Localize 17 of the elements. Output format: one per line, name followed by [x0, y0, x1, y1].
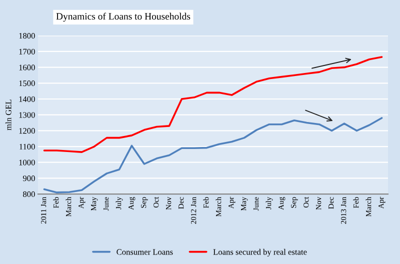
line-series: [43, 56, 383, 153]
y-tick-label: 900: [22, 176, 35, 182]
legend-label: Loans secured by real estate: [213, 248, 307, 256]
y-tick-label: 800: [23, 191, 35, 198]
chart-title: Dynamics of Loans to Households: [56, 12, 190, 22]
y-tick-label: 1800: [19, 32, 35, 39]
y-tick-label: 1500: [19, 80, 35, 86]
y-tick-label: 1100: [20, 144, 35, 150]
y-tick-label: 1000: [19, 160, 35, 166]
y-tick-label: 1700: [19, 48, 35, 54]
y-tick-label: 1200: [19, 128, 35, 134]
y-tick-label: 1400: [19, 96, 35, 102]
y-tick-label: 1600: [19, 64, 35, 70]
y-axis-title: mln GEL: [5, 100, 12, 130]
legend-label: Consumer Loans: [116, 249, 173, 255]
y-tick-label: 1300: [19, 112, 35, 118]
line-series: [43, 117, 383, 194]
